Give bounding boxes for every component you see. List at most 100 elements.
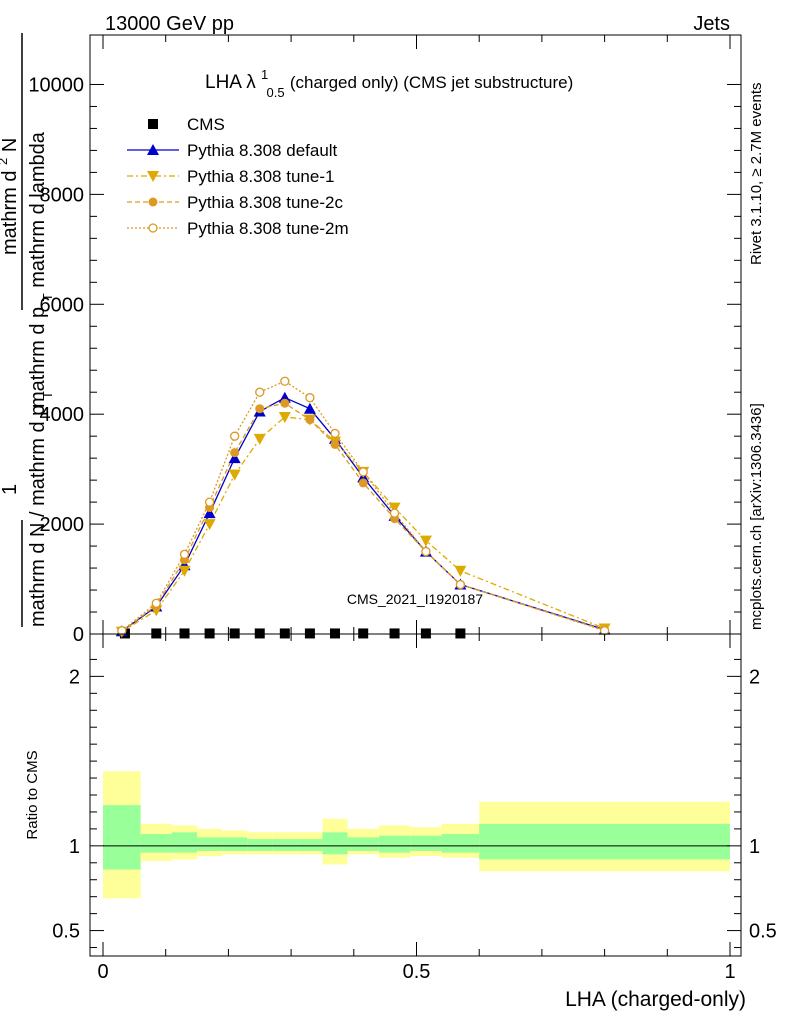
mcplots-label: mcplots.cern.ch [arXiv:1306.3436] (748, 403, 765, 630)
ratio-bands (103, 771, 730, 899)
plot-title-superscript: 1 (261, 67, 268, 82)
data-point-series-4 (455, 579, 466, 590)
x-tick-label: 0.5 (403, 961, 431, 983)
ratio-inner-band (197, 837, 223, 851)
x-axis-label: LHA (charged-only) (565, 988, 746, 1011)
series-line-2 (121, 416, 605, 633)
plot-title-rest: (charged only) (CMS jet substructure) (290, 73, 573, 92)
ratio-y-axis-label: Ratio to CMS (24, 750, 41, 839)
data-point-series-3 (305, 415, 315, 425)
data-point-series-4 (330, 428, 340, 439)
legend-label: Pythia 8.308 default (187, 141, 338, 160)
series-line-3 (121, 402, 605, 632)
data-point-series-2 (419, 535, 432, 547)
ratio-y-tick-label-right: 1 (749, 836, 760, 858)
data-point-series-0 (254, 628, 265, 639)
ylabel-lower-sub: T (40, 391, 55, 399)
legend-label: Pythia 8.308 tune-2m (187, 219, 349, 238)
ratio-y-tick-label: 1 (69, 836, 80, 858)
data-point-series-3 (230, 448, 240, 458)
data-point-series-0 (151, 628, 162, 639)
ratio-inner-band (247, 839, 273, 851)
data-point-series-2 (178, 565, 191, 577)
main-y-tick-label: 2000 (40, 514, 85, 536)
data-point-series-4 (179, 549, 190, 559)
data-point-series-0 (389, 628, 400, 639)
ylabel-one: 1 (0, 484, 21, 495)
main-y-tick-label: 8000 (40, 184, 85, 206)
x-tick-label: 1 (724, 961, 735, 983)
data-point-series-4 (117, 626, 127, 636)
main-y-tick-label: 4000 (40, 404, 85, 426)
main-y-axis-label: mathrm d 2 N mathrm d p T mathrm d lambd… (0, 33, 57, 627)
ratio-panel: 0.5 0.5 1 1 2 2 0 0.5 1 Ratio to CMS LHA (charg… (24, 633, 777, 1011)
plot-title-main: LHA λ (205, 72, 256, 93)
ratio-inner-band (222, 837, 248, 851)
legend-label: CMS (187, 115, 225, 134)
analysis-watermark: CMS_2021_I1920187 (347, 591, 483, 607)
main-y-tick-label: 6000 (40, 294, 85, 316)
data-point-series-0 (358, 628, 369, 639)
data-point-series-1 (228, 452, 241, 464)
ylabel-numerator-n: N (0, 138, 21, 152)
main-panel: 0 2000 4000 6000 8000 10000 LHA λ 1 0.5 (char… (28, 34, 742, 646)
ratio-inner-band (479, 823, 730, 860)
ratio-inner-band (297, 839, 323, 851)
legend: CMS Pythia 8.308 default Pythia 8.308 tune… (127, 115, 349, 238)
ratio-inner-band (410, 835, 442, 851)
ratio-inner-band (378, 835, 411, 853)
data-point-series-2 (228, 469, 241, 481)
data-point-series-4 (305, 393, 315, 403)
ratio-inner-band (272, 839, 298, 851)
ratio-panel-frame (89, 633, 742, 957)
ylabel-denominator-d: mathrm d p (27, 307, 49, 408)
data-point-series-4 (280, 376, 290, 386)
ylabel-denominator-rest: mathrm d lambda (27, 131, 49, 287)
legend-marker (147, 144, 159, 155)
data-point-series-0 (304, 628, 315, 639)
plot-title: LHA λ 1 0.5 (charged only) (CMS jet subs… (205, 63, 573, 102)
data-point-series-4 (389, 508, 400, 518)
data-point-series-0 (420, 628, 431, 639)
data-point-series-0 (179, 628, 190, 639)
header-left-label: 13000 GeV pp (105, 13, 234, 35)
series-lines (121, 380, 605, 633)
legend-marker (148, 119, 158, 129)
data-point-series-1 (203, 507, 216, 519)
header-right-label: Jets (693, 13, 730, 35)
ylabel-denominator-sub: T (40, 293, 55, 301)
main-y-ticks: 0 2000 4000 6000 8000 10000 (28, 74, 741, 646)
data-point-series-3 (358, 478, 368, 488)
ratio-inner-band (441, 833, 480, 853)
ratio-inner-band (322, 832, 348, 855)
rivet-version-label: Rivet 3.1.10, ≥ 2.7M events (748, 83, 765, 266)
data-point-series-2 (253, 433, 266, 445)
ratio-y-tick-label-right: 2 (749, 666, 760, 688)
legend-marker (147, 171, 159, 182)
data-point-series-4 (230, 431, 240, 441)
data-point-series-3 (280, 398, 290, 408)
data-point-series-1 (303, 402, 316, 414)
data-point-series-4 (358, 467, 368, 477)
data-point-series-2 (278, 411, 291, 423)
data-point-series-0 (279, 628, 290, 639)
series-markers (115, 376, 611, 639)
data-point-series-4 (421, 546, 431, 557)
legend-marker (148, 197, 158, 207)
data-point-series-0 (229, 628, 240, 639)
ratio-x-ticks: 0 0.5 1 (97, 634, 736, 983)
data-point-series-2 (454, 565, 467, 577)
x-tick-label: 0 (97, 961, 108, 983)
data-point-series-4 (204, 497, 215, 507)
data-point-series-0 (329, 628, 340, 639)
ratio-y-tick-label-right: 0.5 (749, 921, 777, 943)
ratio-y-tick-label: 2 (69, 666, 80, 688)
ylabel-numerator: mathrm d 2 N (0, 138, 21, 255)
ratio-inner-band (140, 833, 172, 853)
data-point-series-0 (204, 628, 215, 639)
ylabel-denominator: mathrm d p T mathrm d lambda (27, 131, 57, 408)
legend-label: Pythia 8.308 tune-2c (187, 193, 343, 212)
data-point-series-2 (203, 519, 216, 531)
ylabel-numerator-sup: 2 (0, 158, 10, 165)
